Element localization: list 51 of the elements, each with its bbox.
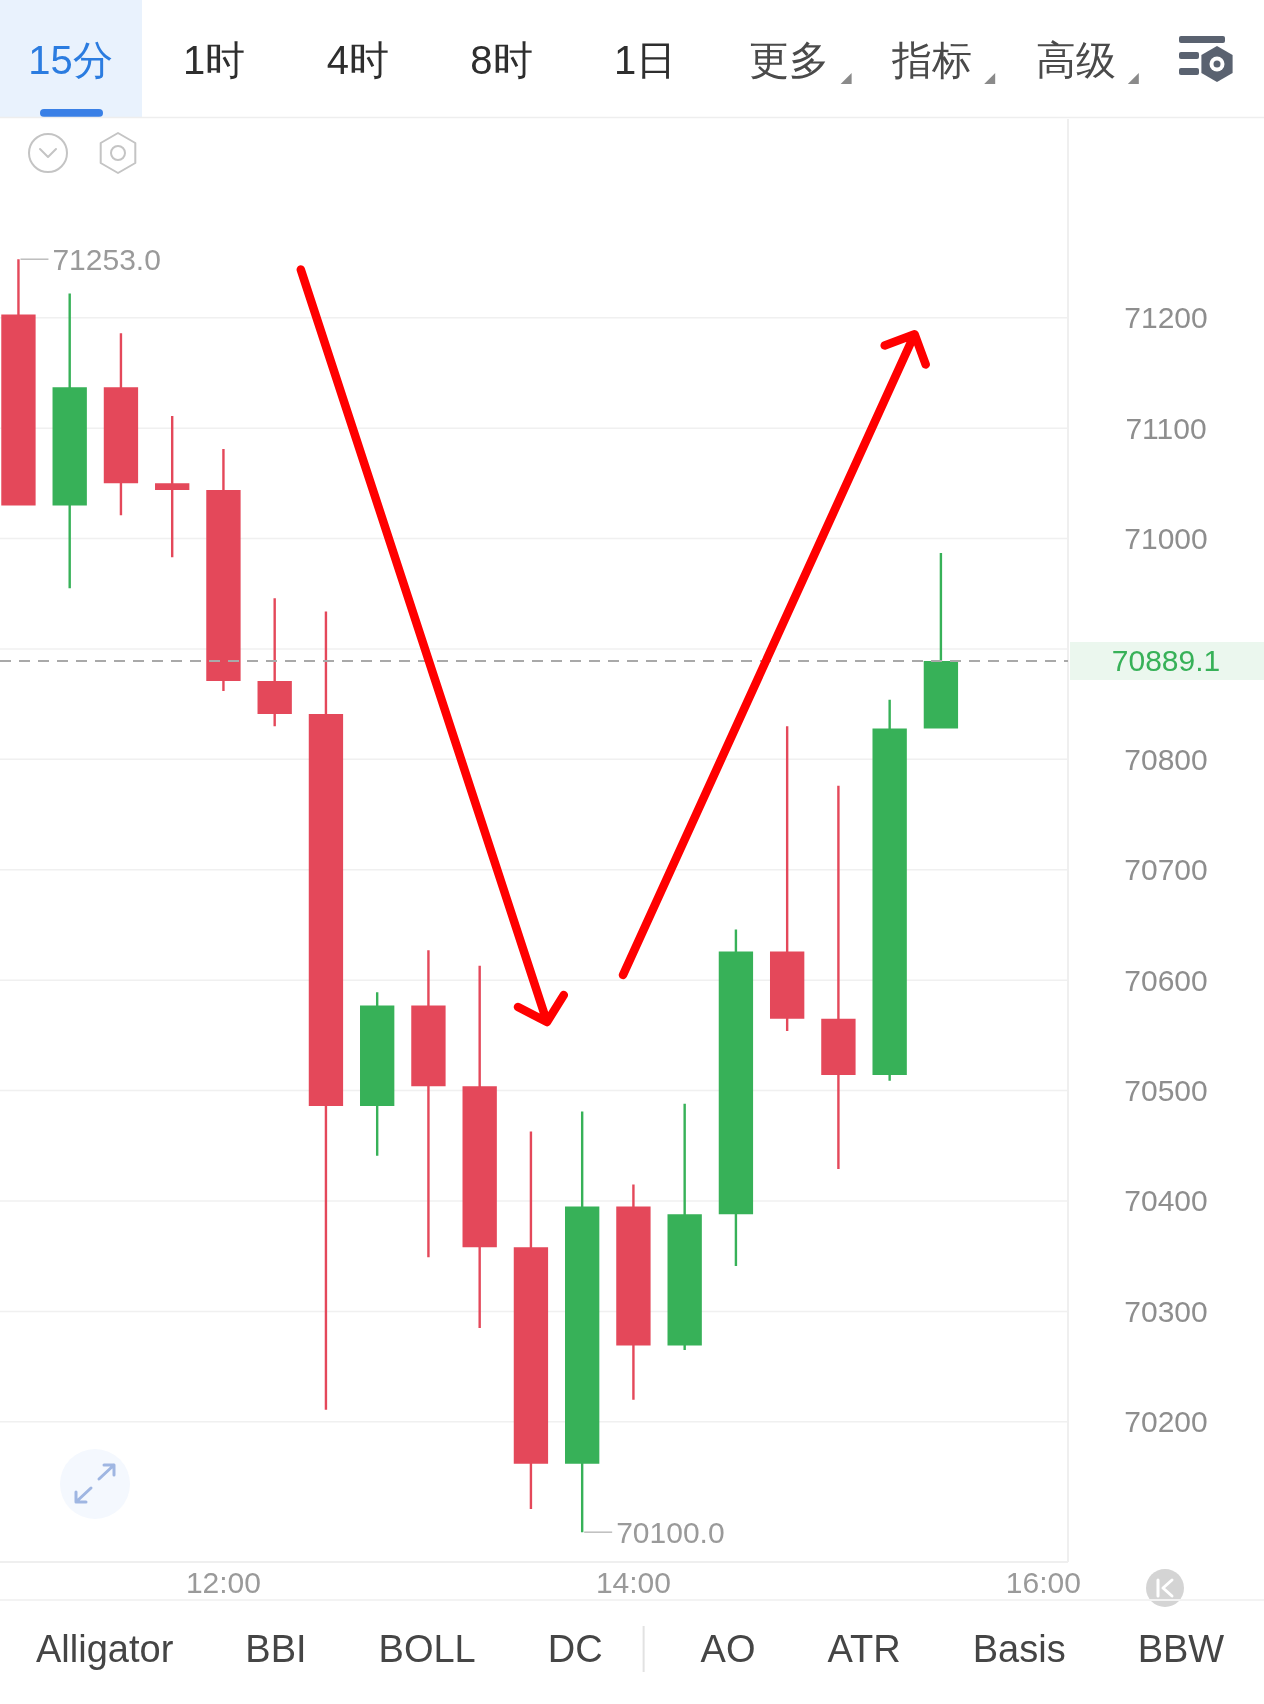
candlestick	[360, 992, 395, 1156]
y-tick-label: 70400	[1124, 1184, 1208, 1218]
y-tick-label: 70800	[1124, 742, 1208, 776]
text: 15分	[28, 38, 113, 82]
text: DC	[547, 1627, 603, 1670]
candlestick	[411, 950, 446, 1258]
candlestick	[257, 598, 292, 727]
text: 高级	[1035, 38, 1116, 82]
y-tick-label: 71000	[1124, 522, 1208, 556]
text: 4时	[326, 38, 389, 82]
y-tick-label: 70700	[1124, 853, 1208, 887]
text: BOLL	[378, 1627, 476, 1670]
candlestick	[718, 929, 754, 1267]
text: 1时	[183, 38, 246, 82]
text: AO	[700, 1627, 756, 1670]
y-tick-label: 71200	[1124, 301, 1208, 335]
text: BBI	[245, 1627, 307, 1670]
text: ATR	[827, 1627, 901, 1670]
note: 71253.0	[19, 242, 161, 276]
text: 8时	[470, 38, 533, 82]
candlestick	[667, 1103, 702, 1351]
candlestick	[462, 965, 497, 1328]
candlestick	[206, 449, 241, 691]
candlestick	[770, 726, 805, 1031]
text: 1日	[613, 38, 677, 82]
annotation: 71253.0	[52, 242, 161, 276]
ref-line: 70889.1	[0, 642, 1264, 680]
note: 70100.0	[583, 1515, 725, 1549]
text: 更多	[748, 38, 829, 82]
x-tick-label: 16:00	[1005, 1566, 1081, 1599]
candlestick	[923, 552, 959, 729]
y-tick-label: 71100	[1125, 411, 1207, 445]
text: 指标	[891, 38, 973, 82]
candlestick	[821, 785, 856, 1169]
candlestick	[872, 699, 907, 1081]
y-tick-label: 70200	[1124, 1405, 1208, 1439]
candlestick	[513, 1131, 549, 1510]
ref-line-label: 70889.1	[1111, 644, 1221, 678]
x-tick-label: 12:00	[185, 1566, 261, 1599]
x-tick-label: 14:00	[595, 1566, 671, 1599]
annotation: 70100.0	[616, 1515, 725, 1549]
candlestick	[308, 611, 344, 1410]
text: Basis	[972, 1627, 1066, 1670]
y-tick-label: 70500	[1124, 1074, 1208, 1108]
y-tick-label: 70600	[1124, 963, 1208, 997]
y-tick-label: 70300	[1124, 1294, 1208, 1328]
candlestick	[52, 293, 87, 589]
candlestick	[616, 1184, 651, 1400]
text: BBW	[1137, 1627, 1225, 1670]
text: Alligator	[36, 1627, 174, 1670]
candlestick	[103, 333, 139, 516]
